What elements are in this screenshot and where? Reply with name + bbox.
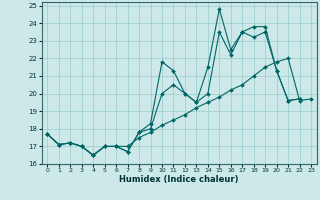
X-axis label: Humidex (Indice chaleur): Humidex (Indice chaleur) <box>119 175 239 184</box>
